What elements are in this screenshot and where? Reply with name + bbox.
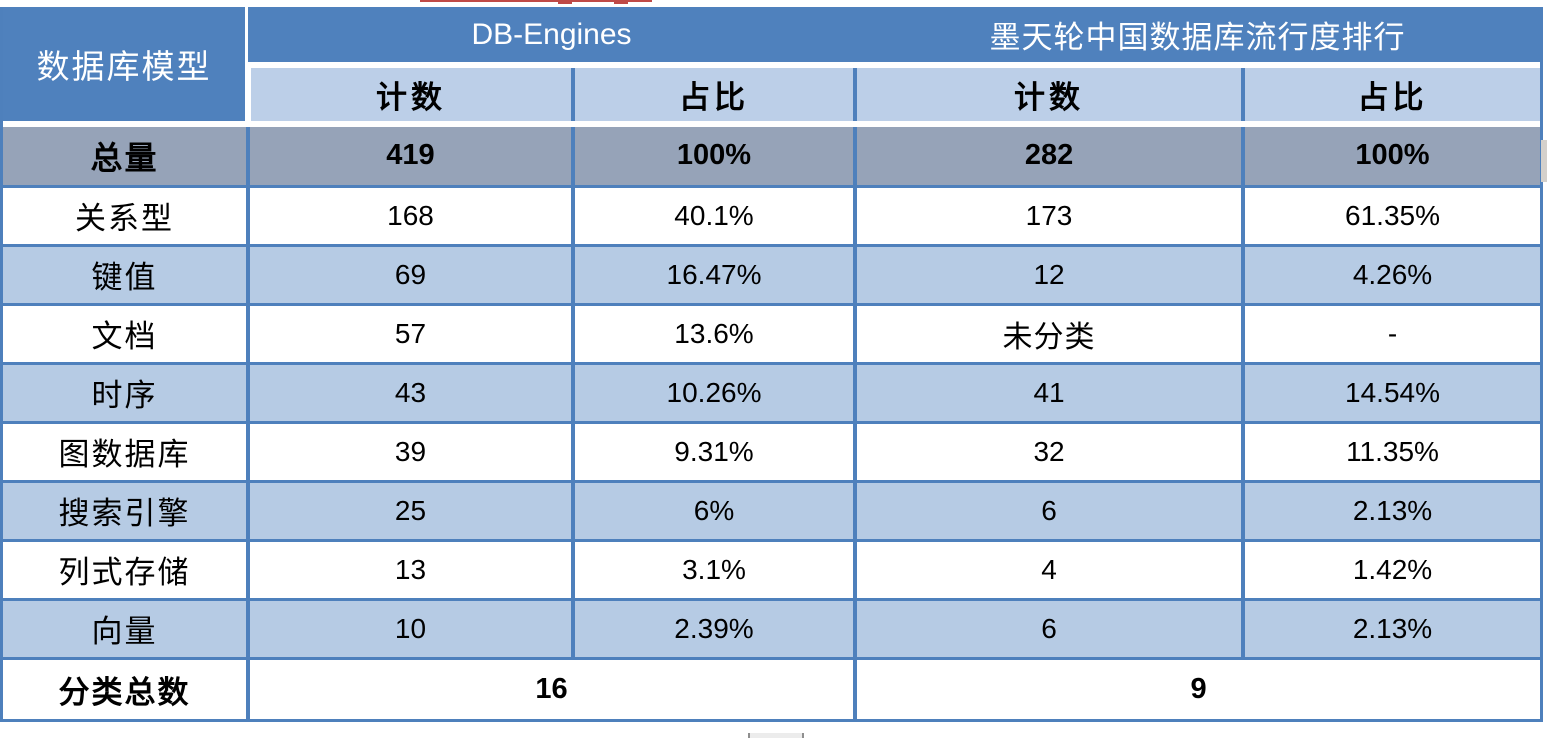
row-label: 关系型 (3, 186, 248, 247)
cell-mt-pct: 2.13% (1241, 481, 1541, 542)
row-label: 文档 (3, 304, 248, 365)
cell-mt-count: 282 (853, 124, 1244, 188)
cell-mt-pct: 100% (1241, 124, 1541, 188)
cell-db-pct: 10.26% (570, 363, 856, 424)
horizontal-scrollbar-fragment[interactable] (748, 733, 804, 738)
clipped-red-text-fragment (420, 0, 652, 2)
cell-db-count: 43 (246, 363, 573, 424)
table-row: 键值 69 16.47% 12 4.26% (3, 245, 1541, 306)
clipped-red-text-fragment (614, 0, 628, 4)
cell-db-count: 13 (246, 540, 573, 601)
table-row-total: 总量 419 100% 282 100% (3, 124, 1541, 188)
row-label: 向量 (3, 599, 248, 660)
cell-mt-pct: 2.13% (1241, 599, 1541, 660)
row-label: 时序 (3, 363, 248, 424)
cell-db-pct: 3.1% (570, 540, 856, 601)
footer-label: 分类总数 (3, 658, 248, 719)
cell-db-pct: 16.47% (570, 245, 856, 306)
table-row: 图数据库 39 9.31% 32 11.35% (3, 422, 1541, 483)
table-row: 向量 10 2.39% 6 2.13% (3, 599, 1541, 660)
corner-header-cell: 数据库模型 (3, 7, 248, 127)
cell-db-count: 25 (246, 481, 573, 542)
cell-db-pct: 100% (570, 124, 856, 188)
sub-header-row: 计数 占比 计数 占比 (3, 65, 1541, 127)
cell-db-count: 168 (246, 186, 573, 247)
cell-db-pct: 9.31% (570, 422, 856, 483)
cell-mt-pct: 1.42% (1241, 540, 1541, 601)
cell-db-count: 57 (246, 304, 573, 365)
subheader-db-count: 计数 (245, 65, 573, 127)
cell-mt-count: 6 (853, 599, 1244, 660)
row-label: 总量 (3, 124, 248, 188)
table-footer-row: 分类总数 16 9 (3, 658, 1541, 719)
footer-db-total: 16 (245, 658, 856, 719)
table-row: 时序 43 10.26% 41 14.54% (3, 363, 1541, 424)
cell-mt-count: 6 (853, 481, 1244, 542)
group-header-db-engines: DB-Engines (248, 7, 856, 68)
footer-mt-total: 9 (853, 658, 1541, 719)
row-label: 图数据库 (3, 422, 248, 483)
table-row: 文档 57 13.6% 未分类 - (3, 304, 1541, 365)
cell-mt-count: 12 (853, 245, 1244, 306)
cell-db-pct: 2.39% (570, 599, 856, 660)
cell-mt-pct: 61.35% (1241, 186, 1541, 247)
table-row: 列式存储 13 3.1% 4 1.42% (3, 540, 1541, 601)
group-header-motianlun: 墨天轮中国数据库流行度排行 (855, 7, 1541, 68)
cell-mt-pct: 4.26% (1241, 245, 1541, 306)
table-row: 关系型 168 40.1% 173 61.35% (3, 186, 1541, 247)
cell-mt-pct: 11.35% (1241, 422, 1541, 483)
subheader-db-pct: 占比 (570, 65, 856, 127)
row-label: 搜索引擎 (3, 481, 248, 542)
clipped-red-text-fragment (558, 0, 572, 4)
header-group-row: 数据库模型 DB-Engines 墨天轮中国数据库流行度排行 (3, 7, 1541, 127)
cell-db-pct: 6% (570, 481, 856, 542)
comparison-table: 数据库模型 DB-Engines 墨天轮中国数据库流行度排行 计数 占比 计数 … (0, 7, 1543, 722)
cell-mt-pct: - (1241, 304, 1541, 365)
cell-mt-pct: 14.54% (1241, 363, 1541, 424)
cell-mt-count: 41 (853, 363, 1244, 424)
cell-mt-count: 32 (853, 422, 1244, 483)
cell-db-count: 39 (246, 422, 573, 483)
cell-db-count: 419 (246, 124, 573, 188)
row-label: 键值 (3, 245, 248, 306)
cell-db-count: 10 (246, 599, 573, 660)
row-label: 列式存储 (3, 540, 248, 601)
cell-mt-count: 4 (853, 540, 1244, 601)
cell-db-pct: 13.6% (570, 304, 856, 365)
subheader-mt-count: 计数 (853, 65, 1244, 127)
cell-db-count: 69 (246, 245, 573, 306)
vertical-scrollbar-fragment[interactable] (1541, 140, 1547, 182)
cell-mt-count: 173 (853, 186, 1244, 247)
cell-mt-count: 未分类 (853, 304, 1244, 365)
subheader-mt-pct: 占比 (1241, 65, 1541, 127)
table-row: 搜索引擎 25 6% 6 2.13% (3, 481, 1541, 542)
cell-db-pct: 40.1% (570, 186, 856, 247)
